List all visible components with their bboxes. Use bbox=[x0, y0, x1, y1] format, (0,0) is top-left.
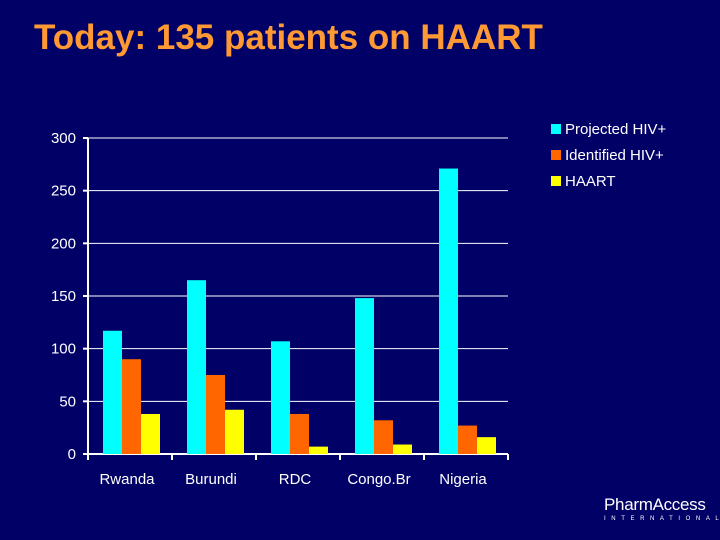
pharmaccess-logo: PharmAccess INTERNATIONAL bbox=[604, 495, 720, 530]
bar-projected-hiv bbox=[355, 298, 374, 454]
x-tick-label: Rwanda bbox=[99, 471, 155, 488]
legend-swatch bbox=[551, 176, 561, 186]
y-tick-label: 0 bbox=[68, 446, 76, 463]
legend-swatch bbox=[551, 150, 561, 160]
x-tick-label: Burundi bbox=[185, 471, 237, 488]
logo-subtitle: INTERNATIONAL bbox=[604, 516, 720, 522]
bar-haart bbox=[393, 444, 412, 454]
bar-identified-hiv bbox=[206, 375, 225, 454]
bar-projected-hiv bbox=[271, 341, 290, 454]
legend-label: Identified HIV+ bbox=[565, 147, 664, 164]
y-tick-label: 100 bbox=[51, 341, 76, 358]
bar-projected-hiv bbox=[187, 280, 206, 454]
bar-haart bbox=[141, 413, 160, 454]
y-tick-label: 150 bbox=[51, 288, 76, 305]
bar-haart bbox=[309, 446, 328, 454]
x-tick-label: Nigeria bbox=[439, 471, 487, 488]
y-tick-label: 300 bbox=[51, 130, 76, 147]
logo-wordmark: PharmAccess bbox=[604, 495, 706, 514]
bar-identified-hiv bbox=[458, 425, 477, 454]
bar-projected-hiv bbox=[103, 330, 122, 454]
bar-identified-hiv bbox=[290, 413, 309, 454]
legend-label: Projected HIV+ bbox=[565, 121, 667, 138]
y-tick-label: 250 bbox=[51, 183, 76, 200]
legend-swatch bbox=[551, 124, 561, 134]
bar-haart bbox=[477, 437, 496, 454]
bar-identified-hiv bbox=[122, 359, 141, 454]
y-tick-label: 200 bbox=[51, 235, 76, 252]
legend-label: HAART bbox=[565, 173, 616, 190]
x-tick-label: Congo.Br bbox=[347, 471, 410, 488]
slide-title: Today: 135 patients on HAART bbox=[34, 18, 543, 57]
bar-projected-hiv bbox=[439, 168, 458, 454]
bar-identified-hiv bbox=[374, 420, 393, 454]
x-tick-label: RDC bbox=[279, 471, 312, 488]
bar-haart bbox=[225, 409, 244, 454]
y-tick-label: 50 bbox=[59, 393, 76, 410]
